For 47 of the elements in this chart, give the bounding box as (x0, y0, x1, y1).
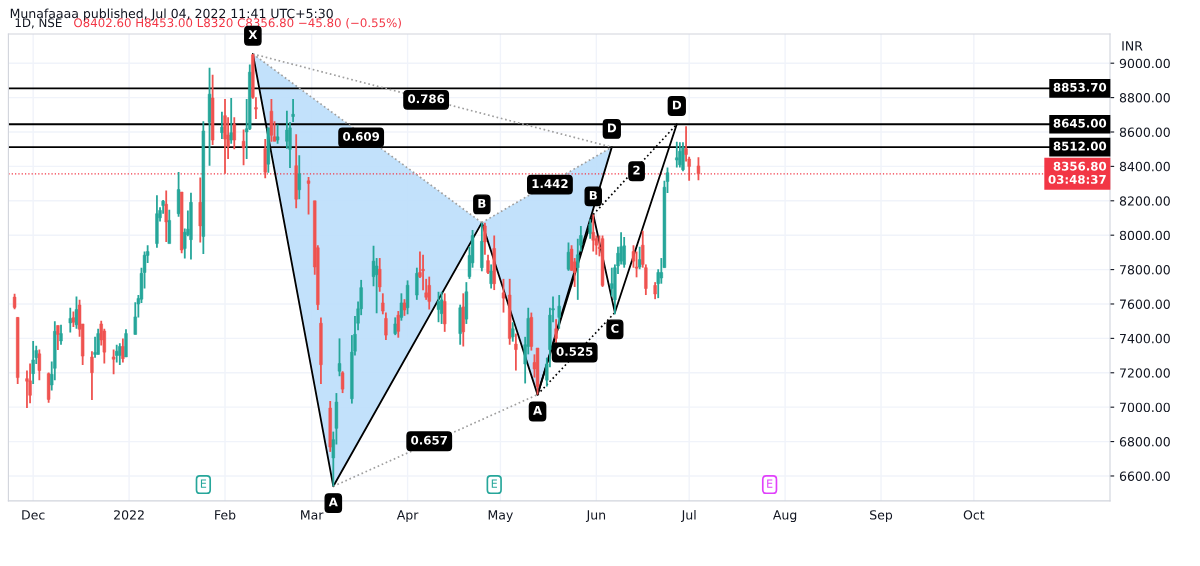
ref-line-label: 8853.70 (1053, 82, 1107, 92)
y-tick-label: 7600.00 (1120, 299, 1170, 309)
y-axis-title: INR (1122, 41, 1143, 51)
x-tick-label: 2022 (114, 510, 144, 520)
annotation: D (672, 100, 682, 110)
ref-line-label: 8356.80 03:48:37 (1048, 161, 1107, 184)
x-tick-label: Mar (301, 510, 324, 520)
y-tick-label: 7000.00 (1120, 402, 1170, 413)
annotation: 2 (633, 165, 640, 175)
annotation: E (767, 479, 773, 488)
y-tick-label: 6600.00 (1119, 471, 1170, 481)
y-tick-label: 7800.00 (1120, 265, 1170, 275)
y-tick-label: 9000.00 (1119, 58, 1170, 69)
y-tick-label: 6800.00 (1119, 437, 1170, 447)
x-tick-label: Oct (963, 510, 985, 520)
annotation: 0.657 (411, 435, 447, 445)
annotation: E (200, 479, 207, 488)
chart-title: 1D, NSE (15, 18, 62, 29)
annotation: B (589, 190, 597, 200)
y-tick-label: 7400.00 (1120, 333, 1170, 344)
x-tick-label: Sep (870, 510, 893, 523)
annotation: C (611, 323, 619, 333)
annotation: 1.442 (532, 179, 568, 188)
y-tick-label: 8800.00 (1119, 93, 1170, 103)
y-tick-label: 8000.00 (1119, 230, 1170, 241)
annotation: E (491, 479, 498, 488)
x-tick-label: May (488, 510, 513, 523)
y-tick-label: 8400.00 (1119, 161, 1170, 172)
annotation: X (248, 30, 258, 39)
annotation: 0.609 (343, 131, 380, 141)
annotation: 0.786 (408, 94, 445, 104)
y-tick-label: 8600.00 (1119, 127, 1170, 137)
x-tick-label: Jul (680, 509, 696, 522)
y-tick-label: 7200.00 (1120, 368, 1170, 378)
ref-line-label: 8645.00 (1053, 118, 1107, 128)
x-tick-label: Jun (585, 510, 606, 522)
x-tick-label: Apr (396, 510, 419, 523)
x-tick-label: Aug (772, 510, 797, 523)
ref-line-label: 8512.00 (1053, 141, 1107, 151)
x-tick-label: Dec (22, 510, 45, 520)
annotation: D (607, 123, 617, 133)
y-tick-label: 8200.00 (1119, 196, 1170, 206)
annotation: A (533, 406, 543, 415)
x-tick-label: Feb (215, 509, 236, 520)
annotation: A (328, 497, 338, 507)
annotation: B (478, 199, 486, 208)
annotation: 0.525 (556, 346, 593, 356)
